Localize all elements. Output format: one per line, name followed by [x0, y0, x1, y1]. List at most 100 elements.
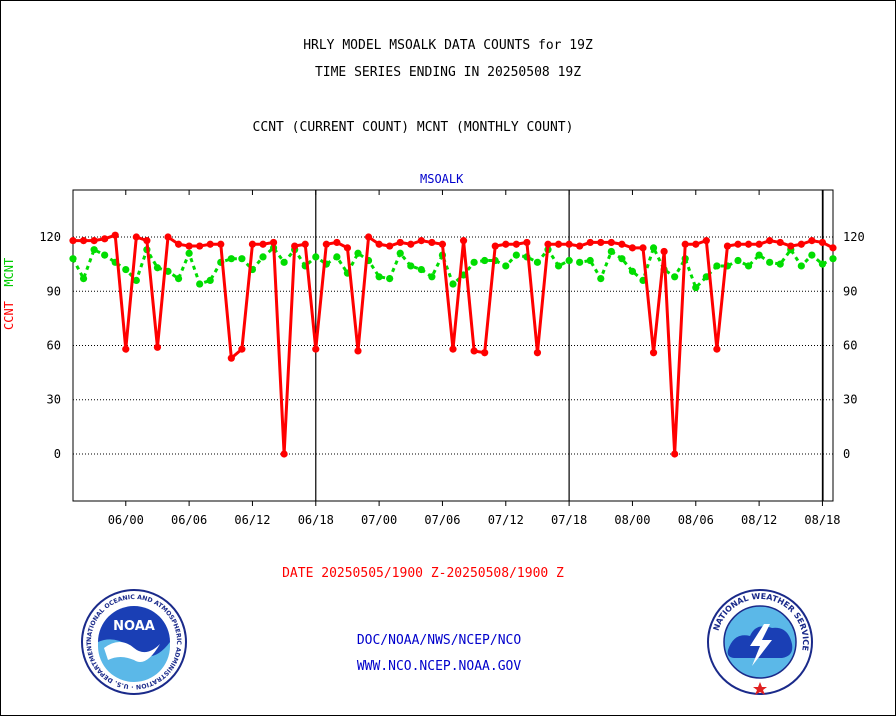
mcnt-point: [692, 284, 700, 292]
ccnt-point: [681, 240, 689, 248]
ccnt-point: [702, 237, 710, 245]
mcnt-point: [69, 255, 77, 263]
y-tick-label-left: 120: [39, 230, 61, 244]
x-tick-label: 06/06: [171, 513, 207, 527]
x-tick-label: 07/12: [488, 513, 524, 527]
mcnt-point: [354, 249, 362, 257]
mcnt-point: [628, 267, 637, 275]
ccnt-point: [143, 237, 151, 245]
mcnt-point: [734, 256, 742, 265]
ccnt-point: [639, 244, 647, 252]
mcnt-point: [512, 251, 520, 259]
mcnt-point: [502, 262, 510, 270]
ccnt-point: [554, 240, 563, 248]
mcnt-point: [533, 258, 542, 266]
mcnt-point: [808, 251, 816, 259]
mcnt-point: [607, 247, 615, 256]
mcnt-point: [333, 253, 341, 261]
mcnt-point: [206, 276, 214, 285]
ccnt-point: [227, 354, 235, 362]
mcnt-point: [618, 255, 626, 263]
ccnt-point: [523, 238, 531, 247]
mcnt-point: [90, 246, 98, 254]
y-tick-label-right: 60: [843, 339, 857, 353]
ccnt-point: [79, 237, 88, 245]
ccnt-point: [787, 242, 795, 250]
x-tick-label: 07/06: [424, 513, 460, 527]
mcnt-point: [185, 249, 193, 257]
mcnt-point: [449, 280, 457, 288]
noaa-logo-text: NOAA: [113, 619, 155, 634]
mcnt-point: [671, 273, 679, 281]
mcnt-point: [586, 256, 594, 265]
ccnt-point: [185, 242, 193, 250]
mcnt-point: [428, 273, 436, 281]
ccnt-point: [206, 240, 214, 248]
mcnt-point: [565, 256, 573, 265]
mcnt-point: [649, 244, 658, 252]
ccnt-point: [122, 345, 130, 353]
mcnt-point: [776, 260, 784, 268]
ccnt-point: [818, 238, 827, 247]
mcnt-point: [766, 258, 774, 266]
mcnt-point: [101, 251, 109, 259]
y-tick-label-right: 30: [843, 393, 857, 407]
x-tick-label: 08/00: [614, 513, 650, 527]
ccnt-point: [417, 237, 425, 245]
y-tick-label-left: 30: [47, 393, 61, 407]
mcnt-point: [153, 264, 162, 272]
ccnt-point: [196, 242, 204, 250]
mcnt-point: [259, 253, 267, 261]
ccnt-point: [333, 238, 341, 247]
x-tick-label: 07/18: [551, 513, 587, 527]
mcnt-point: [417, 265, 425, 274]
noaa-logo: NATIONAL OCEANIC AND ATMOSPHERIC ADMINIS…: [80, 588, 187, 695]
mcnt-point: [196, 280, 204, 288]
date-range-label: DATE 20250505/1900 Z-20250508/1900 Z: [282, 566, 564, 581]
ccnt-point: [586, 238, 594, 247]
ccnt-point: [628, 244, 637, 252]
ccnt-point: [692, 240, 700, 248]
ccnt-point: [470, 347, 478, 355]
ccnt-point: [322, 240, 330, 248]
mcnt-point: [818, 260, 827, 268]
ccnt-point: [90, 237, 98, 245]
ccnt-point: [481, 349, 489, 357]
x-tick-label: 08/18: [804, 513, 840, 527]
mcnt-point: [227, 255, 235, 263]
x-tick-label: 06/12: [234, 513, 270, 527]
ccnt-point: [312, 345, 320, 353]
mcnt-point: [396, 249, 404, 257]
x-tick-label: 07/00: [361, 513, 397, 527]
mcnt-point: [174, 274, 183, 283]
x-tick-label: 08/12: [741, 513, 777, 527]
ccnt-point: [766, 237, 774, 245]
mcnt-point: [238, 255, 246, 263]
ccnt-point: [565, 240, 573, 248]
y-tick-label-right: 120: [843, 230, 865, 244]
y-tick-label-right: 0: [843, 447, 850, 461]
org-link[interactable]: DOC/NOAA/NWS/NCEP/NCO: [356, 633, 522, 648]
ccnt-point: [808, 237, 816, 245]
website-link[interactable]: WWW.NCO.NCEP.NOAA.GOV: [356, 659, 522, 674]
ccnt-point: [111, 231, 119, 239]
mcnt-point: [755, 251, 763, 259]
ccnt-point: [69, 237, 77, 245]
ccnt-point: [776, 238, 784, 247]
mcnt-point: [744, 262, 753, 270]
ccnt-point: [428, 238, 436, 247]
mcnt-point: [597, 274, 605, 283]
y-tick-label-right: 90: [843, 284, 857, 298]
ccnt-point: [396, 238, 404, 247]
station-label: MSOALK: [420, 172, 464, 186]
ccnt-point: [280, 450, 288, 458]
mcnt-point: [470, 258, 478, 266]
ccnt-point: [153, 343, 162, 351]
mcnt-point: [122, 265, 130, 274]
ccnt-point: [459, 237, 468, 245]
y-tick-label-left: 90: [47, 284, 61, 298]
ccnt-point: [407, 240, 415, 248]
ccnt-point: [797, 240, 805, 248]
ccnt-point: [291, 242, 299, 250]
